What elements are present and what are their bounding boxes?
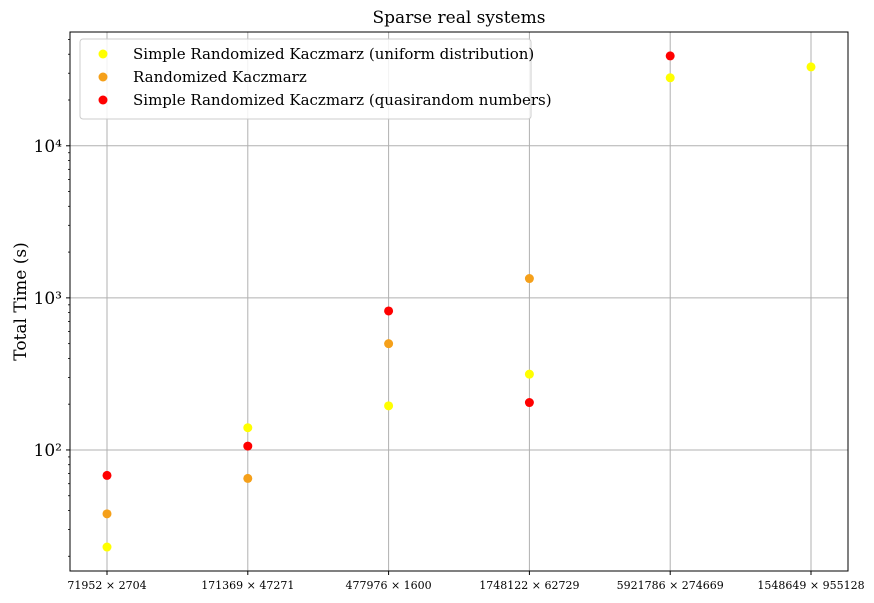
data-point [102,542,112,552]
y-axis: 10² 10³ 10⁴ [34,39,70,557]
legend-label: Simple Randomized Kaczmarz (quasirandom … [133,91,552,109]
legend-marker [98,72,108,82]
legend-box [79,38,532,120]
data-point [102,509,112,519]
x-tick-label: 1548649 × 955128 [757,579,864,592]
x-tick-label: 477976 × 1600 [345,579,431,592]
x-axis: 71952 × 2704 171369 × 47271 477976 × 1600 1… [67,571,865,592]
x-tick-label: 71952 × 2704 [67,579,146,592]
x-tick-label: 1748122 × 62729 [479,579,579,592]
data-point [665,73,675,83]
y-tick-label: 10² [34,441,62,461]
data-points [102,51,816,552]
y-tick-label: 10³ [34,289,62,309]
data-point [384,306,394,316]
chart-title: Sparse real systems [373,8,546,28]
data-point [243,441,253,451]
data-point [806,62,816,72]
legend-label: Simple Randomized Kaczmarz (uniform dist… [133,45,534,63]
data-point [384,339,394,349]
legend-marker [98,49,108,59]
legend: Simple Randomized Kaczmarz (uniform dist… [79,38,552,120]
plot-area [69,31,849,572]
x-tick-label: 5921786 × 274669 [617,579,724,592]
data-point [243,473,253,483]
data-point [524,274,534,284]
legend-marker [98,95,108,105]
data-point [102,470,112,480]
y-axis-label: Total Time (s) [11,242,31,360]
y-tick-label: 10⁴ [34,137,63,157]
data-point [524,398,534,408]
legend-label: Randomized Kaczmarz [133,68,307,86]
data-point [524,369,534,379]
data-point [665,51,675,61]
data-point [243,423,253,433]
grid-lines [70,32,848,571]
data-point [384,401,394,411]
x-tick-label: 171369 × 47271 [201,579,294,592]
